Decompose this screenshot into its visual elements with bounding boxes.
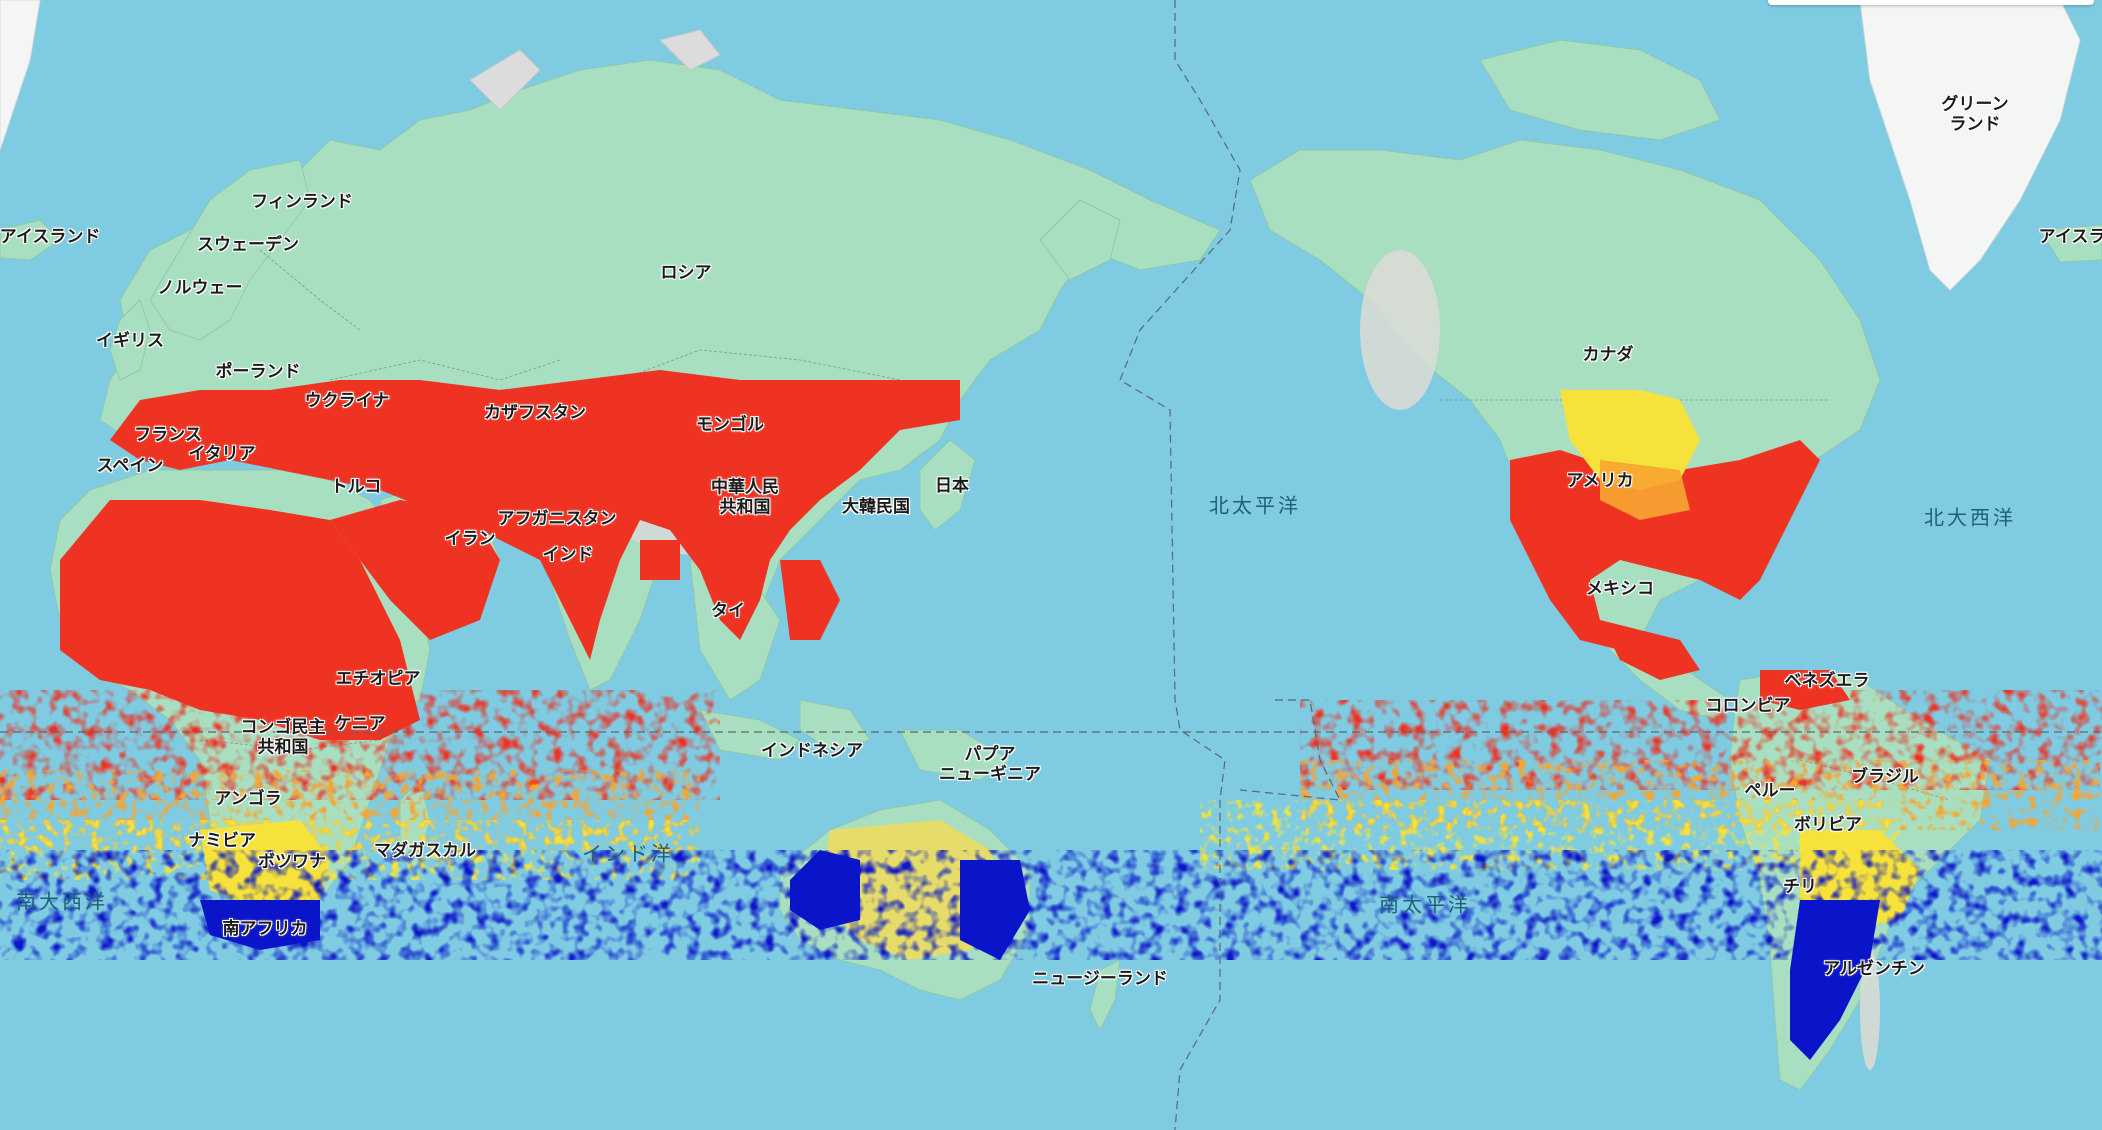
heat-red-eurasia-africa (60, 370, 1850, 740)
heat-overlay (0, 370, 2102, 1060)
landmass-papua (899, 729, 1011, 781)
heat-blue-australia (790, 850, 860, 930)
landmass-japan (919, 439, 976, 531)
landmass-greenland (1859, 0, 2081, 291)
heat-blue-australia-east (960, 860, 1030, 960)
landmass-new-zealand (1089, 959, 1121, 1032)
heat-blue-south (0, 850, 2102, 960)
heat-orange-us-plains (1600, 460, 1690, 520)
landmass-iceland-left (0, 219, 61, 261)
landmass-arctic-islands (1479, 39, 1721, 141)
landmass-novaya-zemlya (469, 49, 541, 111)
landmass-kamchatka (1039, 199, 1121, 281)
heat-blue-patagonia (1790, 900, 1880, 1060)
heat-blue-south-africa (200, 900, 320, 950)
landmass-svalbard (659, 29, 721, 71)
landmass-scandinavia (149, 159, 311, 341)
landmass-iceland-right (2039, 224, 2102, 263)
date-line-kink (1239, 699, 1342, 801)
landmass-indonesia-2 (799, 699, 871, 751)
heat-yellow-us-plains (1560, 390, 1700, 490)
map-control-tab[interactable] (1768, 0, 2094, 5)
landmass-britain (109, 299, 151, 381)
landmass-greenland-left (0, 0, 41, 151)
date-line (1119, 0, 1241, 1130)
